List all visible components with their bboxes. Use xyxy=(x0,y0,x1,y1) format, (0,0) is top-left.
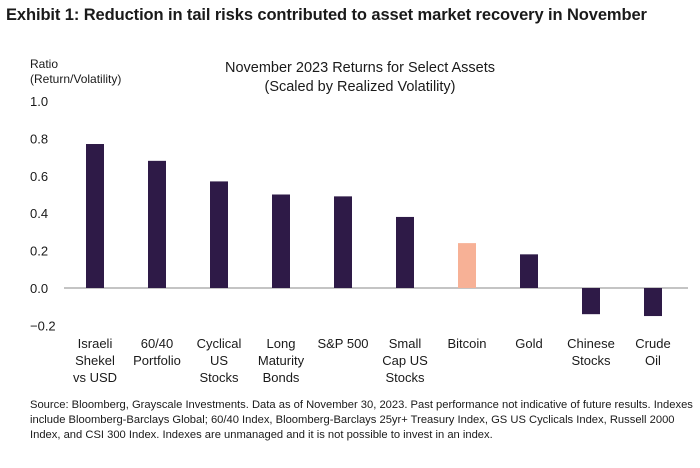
category-label: Crude xyxy=(635,336,670,351)
y-tick-label: 1.0 xyxy=(30,94,48,109)
bar xyxy=(334,196,352,288)
y-tick-label: −0.2 xyxy=(30,318,56,333)
category-label: Bonds xyxy=(263,370,300,385)
category-label: Maturity xyxy=(258,353,305,368)
y-tick-label: 0.4 xyxy=(30,206,48,221)
bar xyxy=(458,243,476,288)
exhibit-title: Exhibit 1: Reduction in tail risks contr… xyxy=(6,6,647,24)
category-label: Cyclical xyxy=(197,336,242,351)
category-label: Shekel xyxy=(75,353,115,368)
category-label: Israeli xyxy=(78,336,113,351)
chart-title-line1: November 2023 Returns for Select Assets xyxy=(225,60,495,76)
y-tick-label: 0.0 xyxy=(30,281,48,296)
category-label: Stocks xyxy=(571,353,611,368)
chart-title-line2: (Scaled by Realized Volatility) xyxy=(264,79,456,95)
bar xyxy=(520,254,538,288)
category-label: Chinese xyxy=(567,336,615,351)
bar xyxy=(644,288,662,317)
bar xyxy=(86,144,104,288)
category-label: Portfolio xyxy=(133,353,181,368)
category-label: Bitcoin xyxy=(447,336,486,351)
y-tick-label: 0.2 xyxy=(30,244,48,259)
category-label: US xyxy=(210,353,228,368)
bar xyxy=(210,181,228,288)
category-label: Small xyxy=(389,336,422,351)
y-axis-label: Ratio (Return/Volatility) xyxy=(30,57,121,87)
category-label: vs USD xyxy=(73,370,117,385)
category-label: S&P 500 xyxy=(317,336,368,351)
y-tick-label: 0.8 xyxy=(30,131,48,146)
bar xyxy=(396,216,414,288)
bar xyxy=(272,194,290,288)
category-label: Stocks xyxy=(199,370,239,385)
category-label: Long xyxy=(267,336,296,351)
chart-title: November 2023 Returns for Select Assets … xyxy=(175,59,545,97)
category-label: 60/40 xyxy=(141,336,174,351)
category-label: Oil xyxy=(645,353,661,368)
bar xyxy=(148,160,166,288)
category-label: Cap US xyxy=(382,353,428,368)
category-label: Gold xyxy=(515,336,542,351)
y-axis-label-line2: (Return/Volatility) xyxy=(30,72,122,86)
y-axis-label-line1: Ratio xyxy=(30,57,59,71)
y-tick-label: 0.6 xyxy=(30,169,48,184)
category-label: Stocks xyxy=(385,370,425,385)
source-note: Source: Bloomberg, Grayscale Investments… xyxy=(30,399,693,441)
bar xyxy=(582,288,600,315)
